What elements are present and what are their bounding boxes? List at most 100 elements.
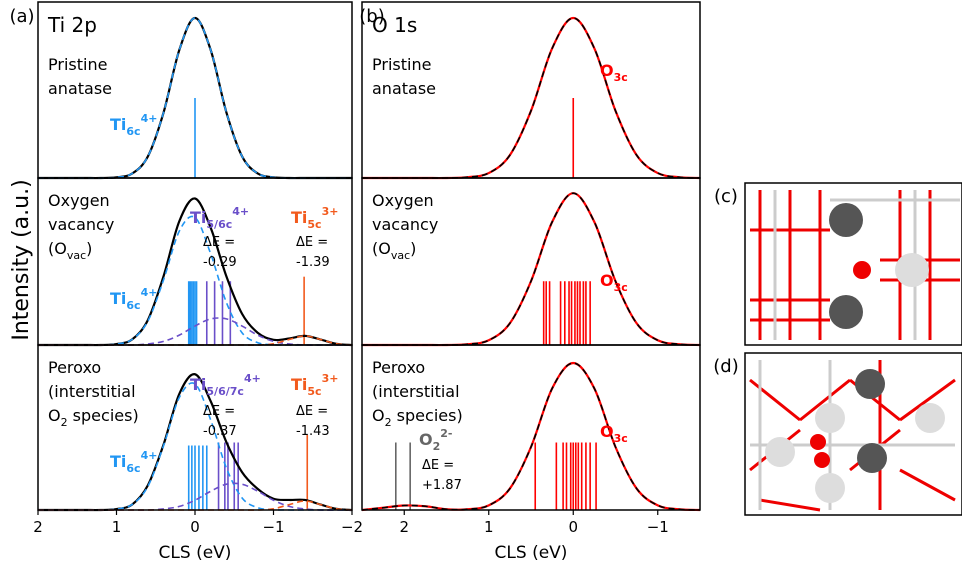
annotation: -1.39 [296,255,330,270]
annotation-text: species) [68,406,139,425]
annotation-text: ) [86,239,92,258]
panel-frame [361,344,701,511]
annotation-sub: 5c [307,218,321,231]
panel-label: (a) [9,6,34,27]
annotation: O22- [419,427,453,453]
annotation-text: Oxygen [372,191,434,210]
panel: Oxygen vacancy (Ovac) Ti5/6c4+ ΔE = -0.29 Ti5c… [37,177,353,347]
annotation-sup: 4+ [141,112,158,125]
annotation-text: Pristine [372,55,431,74]
curve [362,17,701,179]
annotation-sub: vac [391,249,410,262]
annotation: O3c [600,61,628,84]
annotation-text: Ti [110,452,126,471]
annotation: (interstitial [48,382,136,401]
x-tick-label: −1 [262,518,284,536]
annotation: Ti6c4+ [110,286,157,312]
annotation: Ti5c3+ [291,372,338,398]
annotation: Ti6c4+ [110,449,157,475]
annotation: ΔE = [422,458,454,473]
annotation-text: Peroxo [48,358,101,377]
annotation-sub: 6c [126,299,140,312]
annotation-text: species) [392,406,463,425]
annotation-text: Ti 2p [47,13,97,37]
annotation-text: -1.43 [296,424,330,439]
x-tick-label: 1 [112,518,122,536]
annotation-sub: 5/6c [206,218,232,231]
annotation-text: -0.29 [203,255,237,270]
annotation-text: ΔE = [203,404,235,419]
annotation-text: O [600,271,614,290]
annotation-text: (O [372,239,391,258]
annotation: vacancy [372,215,438,234]
annotation: Pristine [48,55,107,74]
panel-label: (c) [714,186,738,207]
annotation-sup: 4+ [232,205,249,218]
annotation-text: Ti [190,375,206,394]
annotation: Oxygen [48,191,110,210]
x-axis-label: CLS (eV) [159,543,232,563]
annotation-text: (interstitial [48,382,136,401]
annotation-text: O [600,422,614,441]
annotation-sup: 2- [440,427,452,440]
annotation: O2 species) [48,406,139,429]
annotation-text: (interstitial [372,382,460,401]
annotation-sub: 5/6/7c [206,385,244,398]
x-axis-label: CLS (eV) [495,543,568,563]
annotation-text: O [419,430,433,449]
annotation: O3c [600,271,628,294]
curve [361,362,701,511]
panel: Oxygen vacancy (Ovac) O3c [361,177,701,347]
annotation: -1.43 [296,424,330,439]
annotation-sub: 3c [614,432,628,445]
annotation: Peroxo [372,358,425,377]
annotation-sup: 4+ [244,372,261,385]
annotation: O 1s [372,13,417,37]
annotation-sub: 6c [126,125,140,138]
annotation-text: O [372,406,385,425]
annotation-text: (O [48,239,67,258]
x-tick-label: −1 [647,518,669,536]
annotation: ΔE = [203,235,235,250]
annotation: ΔE = [203,404,235,419]
panel-label: (d) [713,356,738,377]
annotation: Ti5/6/7c4+ [190,372,261,398]
annotation: +1.87 [422,478,462,493]
x-tick-label: 2 [33,518,43,536]
annotation: Pristine [372,55,431,74]
annotation-sub: 2 [433,440,441,453]
annotation-text: Ti [291,375,307,394]
annotation-text: +1.87 [422,478,462,493]
annotation: ΔE = [296,404,328,419]
annotation-sub: 3c [614,71,628,84]
annotation: O3c [600,422,628,445]
panel: Ti 2p Pristine anatase Ti6c4+ [37,1,353,180]
annotation-sup: 4+ [141,286,158,299]
annotation-sub: 2 [385,416,392,429]
curve [361,192,701,346]
annotation: vacancy [48,215,114,234]
annotation: -0.37 [203,424,237,439]
annotation: Ti5/6c4+ [190,205,249,231]
annotation-text: -0.37 [203,424,237,439]
annotation-text: vacancy [372,215,438,234]
annotation-text: Pristine [48,55,107,74]
annotation-text: ) [410,239,416,258]
annotation-sub: vac [67,249,86,262]
annotation-text: vacancy [48,215,114,234]
annotation: ΔE = [296,235,328,250]
annotation-sub: 2 [61,416,68,429]
x-tick-label: 0 [190,518,200,536]
y-axis-label: Intensity (a.u.) [9,179,34,340]
panel: O 1s Pristine anatase O3c [361,1,701,180]
annotation: (Ovac) [372,239,416,262]
annotation: Ti5c3+ [291,205,338,231]
annotation-text: ΔE = [296,404,328,419]
annotation-text: O [600,61,614,80]
annotation-text: ΔE = [422,458,454,473]
structure-image-c [744,182,962,346]
annotation-sub: 3c [614,281,628,294]
